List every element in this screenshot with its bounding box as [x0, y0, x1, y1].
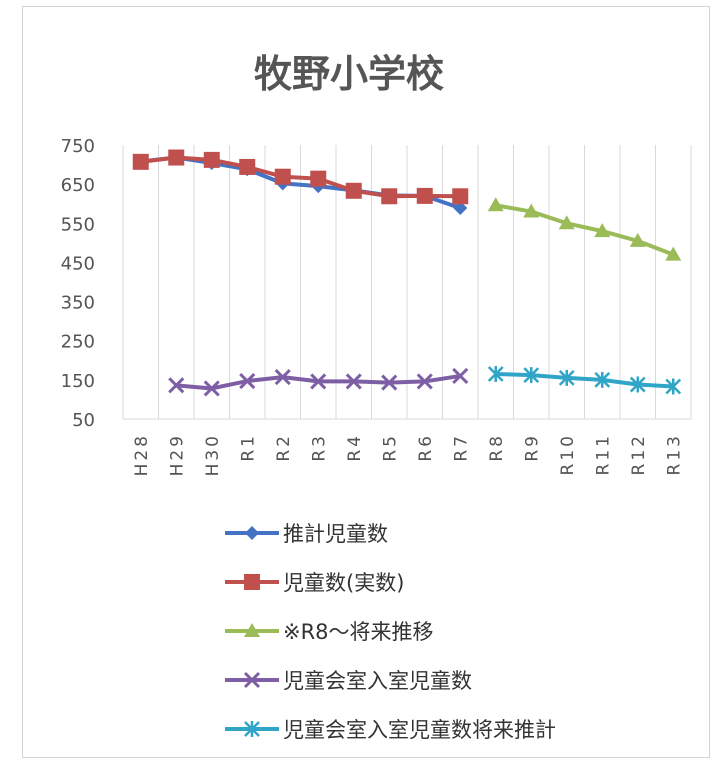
data-point — [168, 377, 185, 394]
data-point — [310, 373, 327, 390]
data-point — [239, 158, 256, 175]
x-tick-label: R9 — [522, 433, 542, 462]
data-point — [203, 380, 220, 397]
legend-label: 推計児童数 — [283, 522, 388, 546]
data-point — [274, 369, 291, 386]
legend-item: 推計児童数 — [225, 522, 388, 546]
data-point — [381, 374, 398, 391]
grid — [122, 145, 692, 420]
legend-marker — [243, 671, 261, 689]
series-5 — [487, 365, 682, 395]
x-tick-label: R6 — [416, 433, 436, 462]
data-point — [452, 367, 469, 385]
x-tick-label: H28 — [132, 433, 152, 476]
y-tick-label: 650 — [61, 175, 95, 196]
x-tick-label: R2 — [274, 433, 294, 462]
data-point — [345, 182, 362, 199]
x-tick-label: R3 — [309, 433, 329, 462]
data-point — [381, 188, 398, 205]
x-tick-label: R10 — [558, 433, 578, 475]
x-tick-label: R13 — [664, 433, 684, 475]
y-tick-label: 150 — [61, 371, 95, 392]
chart-frame: 牧野小学校 750 650 550 450 350 250 150 50 H28 H29 H30 R… — [22, 6, 710, 758]
x-tick-label: R8 — [487, 433, 507, 462]
x-tick-label: R5 — [380, 433, 400, 462]
data-point — [345, 373, 362, 390]
series-2 — [132, 149, 469, 205]
y-tick-label: 750 — [61, 136, 95, 157]
data-point — [665, 378, 682, 395]
y-tick-label: 550 — [61, 214, 95, 235]
x-tick-label: R11 — [593, 433, 613, 475]
data-point — [558, 215, 575, 230]
y-tick-label: 350 — [61, 293, 95, 314]
data-point — [523, 203, 540, 218]
x-tick-label: H29 — [167, 433, 187, 476]
y-axis: 750 650 550 450 350 250 150 50 — [61, 136, 95, 431]
data-point — [452, 188, 469, 205]
y-tick-label: 50 — [72, 410, 95, 431]
data-point — [168, 149, 185, 166]
x-tick-label: H30 — [203, 433, 223, 476]
series-group — [132, 149, 682, 397]
series-line — [495, 203, 674, 257]
data-point — [239, 372, 256, 390]
data-point — [416, 373, 433, 390]
y-tick-label: 450 — [61, 253, 95, 274]
legend-label: 児童数(実数) — [283, 571, 404, 595]
x-tick-label: R12 — [629, 433, 649, 475]
series-4 — [168, 367, 469, 397]
data-point — [274, 168, 291, 185]
data-point — [594, 371, 611, 388]
chart: 牧野小学校 750 650 550 450 350 250 150 50 H28 H29 H30 R… — [61, 52, 692, 742]
legend-item: ※R8～将来推移 — [225, 620, 434, 644]
data-point — [665, 246, 682, 261]
x-tick-label: R1 — [238, 433, 258, 462]
legend-marker — [245, 526, 259, 540]
legend-marker — [244, 623, 260, 637]
x-tick-label: R7 — [451, 433, 471, 462]
data-point — [203, 151, 220, 168]
chart-title: 牧野小学校 — [254, 52, 444, 96]
data-point — [594, 223, 611, 238]
data-point — [629, 232, 646, 247]
data-point — [416, 187, 433, 204]
data-point — [523, 367, 540, 384]
data-point — [132, 153, 149, 170]
data-point — [487, 197, 504, 212]
legend-item: 児童会室入室児童数 — [225, 669, 472, 693]
legend-item: 児童数(実数) — [225, 571, 404, 595]
legend-label: 児童会室入室児童数 — [283, 669, 472, 693]
data-point — [487, 365, 504, 382]
legend-label: 児童会室入室児童数将来推計 — [283, 718, 556, 742]
data-point — [629, 376, 646, 393]
legend-marker — [244, 721, 260, 737]
series-line — [140, 155, 461, 199]
data-point — [310, 170, 327, 187]
legend-label: ※R8～将来推移 — [283, 620, 434, 644]
x-tick-label: R4 — [345, 433, 365, 462]
series-3 — [487, 197, 682, 261]
legend-item: 児童会室入室児童数将来推計 — [225, 718, 556, 742]
series-line — [495, 371, 674, 389]
x-axis: H28 H29 H30 R1 R2 R3 R4 R5 R6 R7 R8 R9 R10 R11 R12 R13 — [132, 433, 685, 476]
y-tick-label: 250 — [61, 332, 95, 353]
legend-marker — [244, 574, 260, 590]
data-point — [453, 201, 468, 216]
data-point — [558, 369, 575, 386]
